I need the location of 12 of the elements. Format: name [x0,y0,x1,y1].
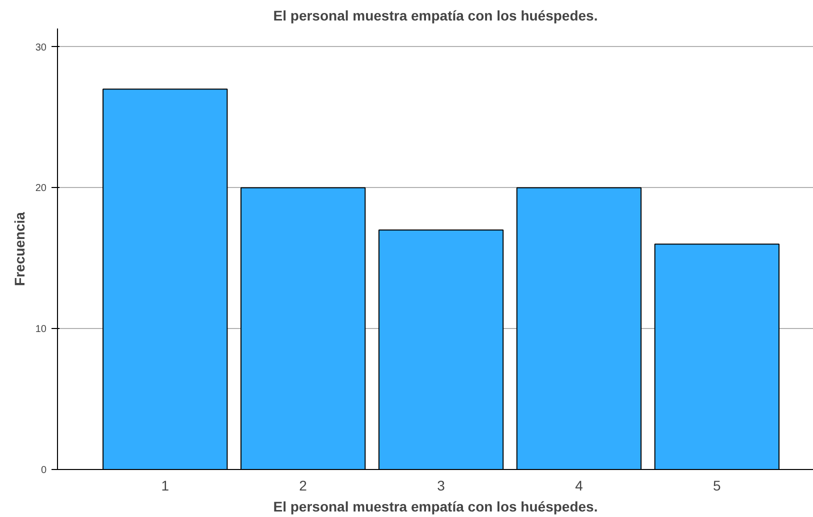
x-axis-title: El personal muestra empatía con los huéspedes. [273,498,598,514]
x-tick-label: 4 [575,478,584,494]
y-tick-label: 0 [40,465,47,476]
y-tick-label: 20 [35,183,47,194]
y-tick-label: 10 [35,324,47,336]
x-tick-label: 5 [713,478,722,494]
x-tick-label: 3 [437,478,446,494]
x-tick-label: 1 [161,478,170,494]
chart-title: El personal muestra empatía con los huéspedes. [273,8,598,24]
y-tick-label: 30 [35,42,47,54]
y-axis-title: Frecuencia [11,212,28,286]
x-tick-label: 2 [299,478,308,494]
